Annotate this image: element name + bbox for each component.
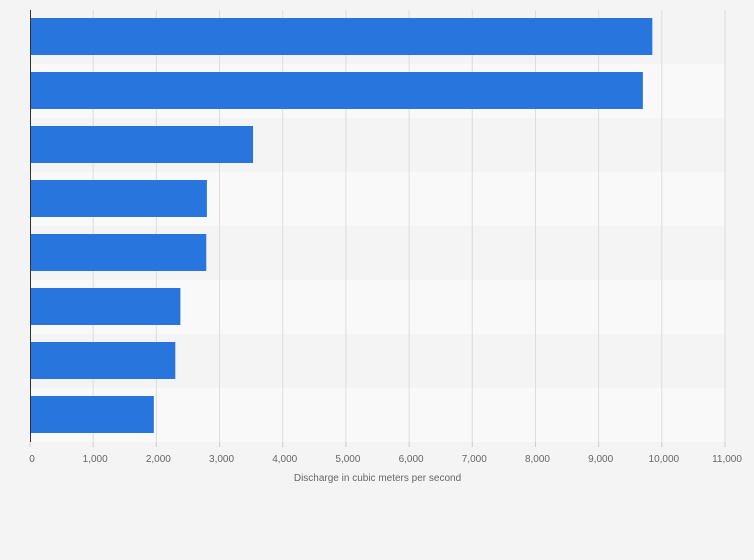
bar	[30, 342, 176, 379]
tick-label: 5,000	[335, 454, 360, 465]
tick-label: 9,000	[588, 454, 613, 465]
bar	[30, 234, 207, 271]
tick-label: 4,000	[272, 454, 297, 465]
tick-label: 6,000	[399, 454, 424, 465]
tick-label: 0	[29, 454, 35, 465]
bar	[30, 72, 643, 109]
tick-label: 2,000	[146, 454, 171, 465]
bar	[30, 18, 653, 55]
tick-label: 10,000	[649, 454, 680, 465]
bar	[30, 126, 254, 163]
tick-label: 1,000	[83, 454, 108, 465]
bar	[30, 180, 207, 217]
bar	[30, 288, 181, 325]
tick-label: 3,000	[209, 454, 234, 465]
x-axis-title: Discharge in cubic meters per second	[294, 473, 461, 484]
x-axis-ticks: 0 1,000 2,000 3,000 4,000 5,000 6,000 7,000 8,00…	[29, 442, 742, 465]
bar	[30, 396, 154, 433]
tick-label: 7,000	[462, 454, 487, 465]
tick-label: 8,000	[525, 454, 550, 465]
tick-label: 11,000	[712, 454, 742, 465]
bar-series	[30, 18, 653, 433]
